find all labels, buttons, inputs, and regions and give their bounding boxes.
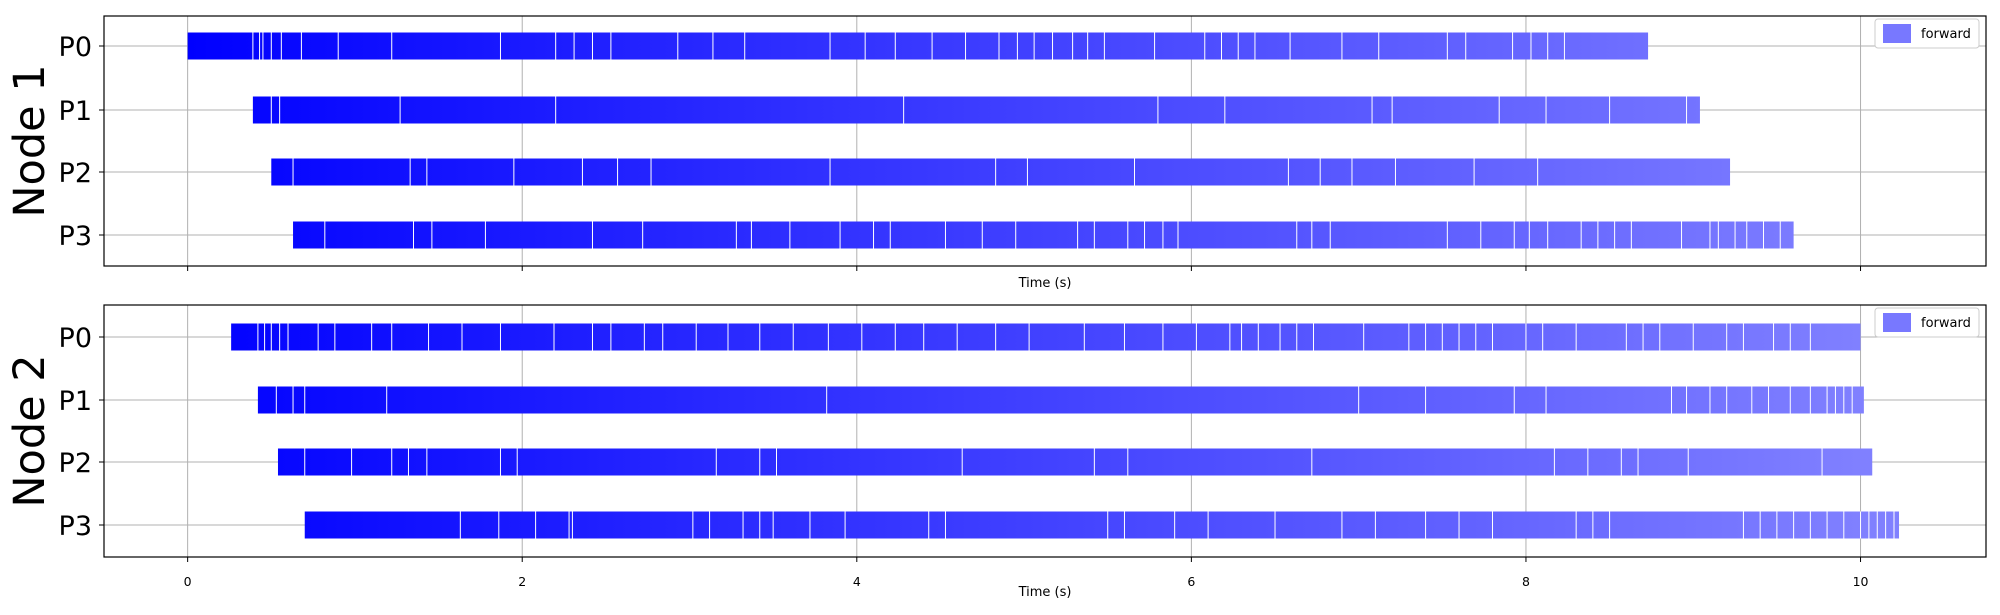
panel-title: Node 1 <box>5 64 55 217</box>
x-tick-label: 2 <box>518 574 526 589</box>
row-label-p0: P0 <box>59 323 92 354</box>
bar-p2 <box>271 158 1731 186</box>
row-label-p1: P1 <box>59 386 92 417</box>
bar-p0 <box>187 32 1649 60</box>
x-axis-label: Time (s) <box>1018 585 1072 600</box>
legend-swatch <box>1883 313 1911 332</box>
plot-frame <box>103 15 1987 267</box>
bar-p3 <box>304 511 1900 539</box>
bar-p2 <box>277 448 1873 476</box>
bar-p1 <box>252 96 1700 124</box>
panel-title: Node 2 <box>5 354 55 507</box>
row-label-p3: P3 <box>59 511 92 542</box>
bar-p3 <box>293 221 1794 249</box>
panel-1: P0 P1 P2 P3 Time (s) Node 1 forward <box>5 15 1987 291</box>
row-label-p2: P2 <box>59 448 92 479</box>
x-tick-label: 10 <box>1853 574 1869 589</box>
panel-2: P0 P1 P2 P3 0 2 4 6 8 10 Time (s) Node 2 forward <box>5 304 1987 600</box>
x-tick-label: 6 <box>1187 574 1195 589</box>
legend: forward <box>1874 18 1980 49</box>
row-label-p0: P0 <box>59 32 92 63</box>
row-label-p2: P2 <box>59 158 92 189</box>
bar-p1 <box>257 386 1864 414</box>
legend-label: forward <box>1921 27 1971 42</box>
x-axis-label: Time (s) <box>1018 276 1072 291</box>
x-tick-label: 0 <box>184 574 192 589</box>
legend-label: forward <box>1921 316 1971 331</box>
bar-p0 <box>231 323 1861 351</box>
legend: forward <box>1874 307 1980 338</box>
row-label-p3: P3 <box>59 221 92 252</box>
plot-frame <box>103 304 1987 558</box>
legend-swatch <box>1883 24 1911 43</box>
x-tick-label: 8 <box>1522 574 1530 589</box>
x-tick-label: 4 <box>853 574 861 589</box>
row-label-p1: P1 <box>59 96 92 127</box>
